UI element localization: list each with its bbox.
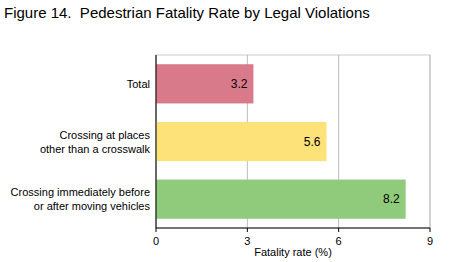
bars <box>156 64 406 219</box>
category-line: Crossing at places <box>60 129 151 141</box>
bar <box>156 64 253 103</box>
title: Figure 14. Pedestrian Fatality Rate by L… <box>4 4 370 21</box>
tick-label: 3 <box>244 235 250 247</box>
plot-frame <box>156 55 430 228</box>
category-line: Crossing immediately before <box>11 186 150 198</box>
x-axis-label: Fatality rate (%) <box>254 246 332 258</box>
category-label: Crossing immediately before or after movi… <box>11 186 151 212</box>
category-line: Total <box>127 78 150 90</box>
category-line: other than a crosswalk <box>40 143 151 155</box>
tick-mark <box>430 228 431 232</box>
x-axis <box>156 228 430 229</box>
grid-line <box>156 55 157 228</box>
tick-label: 9 <box>427 235 433 247</box>
bar <box>156 180 406 219</box>
category-label: Total <box>127 78 150 90</box>
data-label: 3.2 <box>231 77 248 91</box>
grid-line <box>430 55 431 228</box>
category-line: or after moving vehicles <box>34 200 151 212</box>
tick-label: 6 <box>336 235 342 247</box>
bar <box>156 122 326 161</box>
tick-mark <box>338 228 339 232</box>
chart: Figure 14. Pedestrian Fatality Rate by L… <box>0 0 475 262</box>
data-label: 8.2 <box>383 192 400 206</box>
data-label: 5.6 <box>304 135 321 149</box>
tick-mark <box>156 228 157 232</box>
labels: 3.2 Total 5.6 Crossing at places other than … <box>11 77 400 212</box>
tick-label: 0 <box>153 235 159 247</box>
y-axis <box>156 55 157 228</box>
category-label: Crossing at places other than a crosswalk <box>40 129 151 155</box>
tick-mark <box>247 228 248 232</box>
